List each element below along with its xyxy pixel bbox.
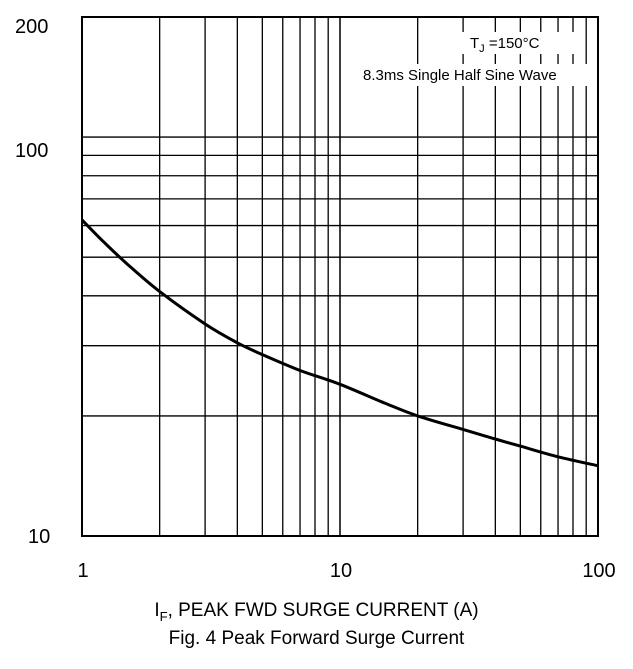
tj-annotation-bg <box>461 32 577 54</box>
y-tick-label-200: 200 <box>15 16 48 38</box>
series-curve <box>80 218 599 468</box>
x-tick-label-1: 1 <box>77 560 88 582</box>
wave-annotation: 8.3ms Single Half Sine Wave <box>363 67 557 84</box>
y-tick-label-100: 100 <box>15 140 48 162</box>
tj-annotation: TJ =150°C <box>470 35 540 55</box>
x-tick-label-100: 100 <box>582 560 615 582</box>
wave-annotation-bg <box>357 64 595 86</box>
x-axis-label: IF, PEAK FWD SURGE CURRENT (A) <box>154 600 479 624</box>
x-tick-label-10: 10 <box>330 560 352 582</box>
y-tick-label-10: 10 <box>28 526 50 548</box>
surge-current-chart: 200 100 10 1 10 100 TJ =150°C 8.3ms Sing… <box>15 16 616 582</box>
figure-caption: Fig. 4 Peak Forward Surge Current <box>168 628 465 649</box>
grid-lines <box>82 17 598 536</box>
plot-frame <box>81 16 599 537</box>
